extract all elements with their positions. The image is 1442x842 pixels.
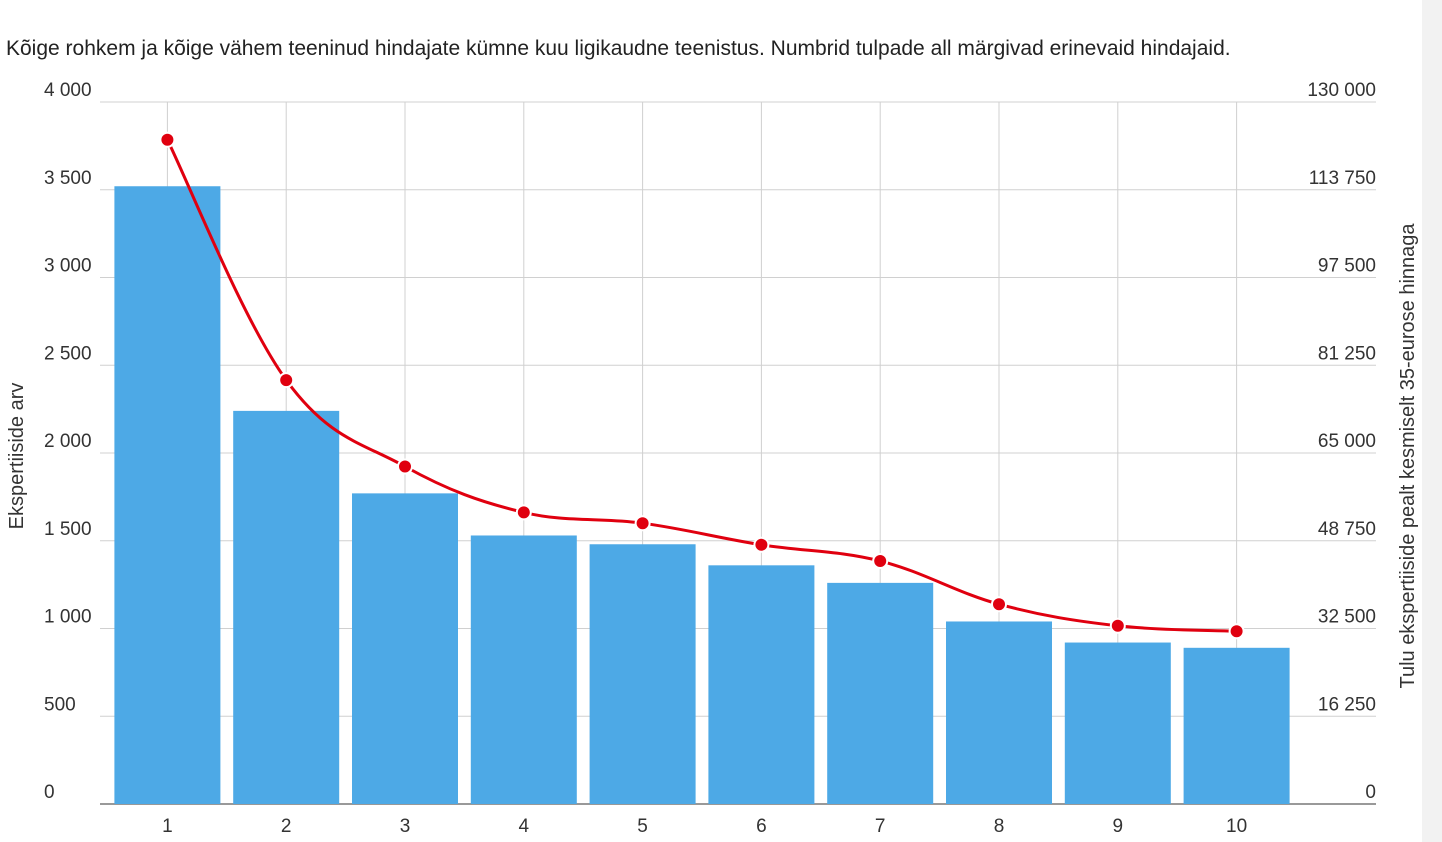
x-tick-label: 3 xyxy=(400,816,411,837)
y2-tick-label: 81 250 xyxy=(1318,343,1376,364)
x-tick-label: 6 xyxy=(756,816,767,837)
bar xyxy=(708,565,815,804)
line-point xyxy=(991,596,1007,613)
bar xyxy=(470,535,577,804)
bar xyxy=(589,544,696,804)
bar xyxy=(233,410,340,804)
bar xyxy=(352,493,458,804)
bar xyxy=(827,582,934,804)
line-point xyxy=(159,131,176,148)
bar xyxy=(946,621,1052,804)
x-tick-label: 7 xyxy=(875,816,886,837)
x-tick-label: 2 xyxy=(281,816,292,837)
y-tick-label: 0 xyxy=(44,782,55,803)
x-tick-label: 4 xyxy=(519,816,530,837)
y-tick-label: 3 500 xyxy=(44,168,92,189)
y2-tick-label: 16 250 xyxy=(1318,694,1376,715)
y2-tick-label: 0 xyxy=(1365,782,1376,803)
y2-axis-title: Tulu ekspertiiside pealt kesmiselt 35-eu… xyxy=(1397,223,1419,689)
window-edge-strip xyxy=(1422,0,1442,842)
x-tick-label: 5 xyxy=(637,816,648,837)
y-tick-label: 500 xyxy=(44,694,76,715)
chart-title: Kõige rohkem ja kõige vähem teeninud hin… xyxy=(6,37,1231,60)
y-tick-label: 1 500 xyxy=(44,519,92,540)
y-tick-label: 3 000 xyxy=(44,256,92,277)
line-point xyxy=(515,504,532,521)
y-tick-label: 2 500 xyxy=(44,343,92,364)
bar-series xyxy=(114,186,1290,805)
line-series xyxy=(159,131,1245,640)
line-point xyxy=(634,515,651,532)
y2-tick-label: 65 000 xyxy=(1318,431,1376,452)
line-point xyxy=(397,458,413,475)
bar xyxy=(114,186,221,805)
y-tick-label: 1 000 xyxy=(44,607,92,628)
line-series-path xyxy=(166,139,1237,633)
y2-tick-label: 130 000 xyxy=(1307,80,1376,101)
y2-tick-label: 113 750 xyxy=(1309,168,1376,189)
bar xyxy=(1064,642,1171,804)
x-tick-label: 1 xyxy=(162,816,173,837)
x-tick-label: 8 xyxy=(994,816,1005,837)
y2-tick-label: 48 750 xyxy=(1318,519,1376,540)
line-point xyxy=(872,553,889,569)
line-point xyxy=(753,536,770,553)
bar xyxy=(1183,647,1290,804)
x-tick-label: 9 xyxy=(1113,816,1124,837)
y2-tick-label: 97 500 xyxy=(1318,256,1376,277)
y-tick-label: 2 000 xyxy=(44,431,92,452)
y2-tick-label: 32 500 xyxy=(1318,607,1376,628)
line-point xyxy=(278,372,295,389)
y-axis-title: Ekspertiiside arv xyxy=(6,383,28,530)
y-tick-label: 4 000 xyxy=(44,80,92,101)
x-tick-label: 10 xyxy=(1226,816,1247,837)
line-point xyxy=(1228,623,1245,640)
line-point xyxy=(1109,617,1126,634)
